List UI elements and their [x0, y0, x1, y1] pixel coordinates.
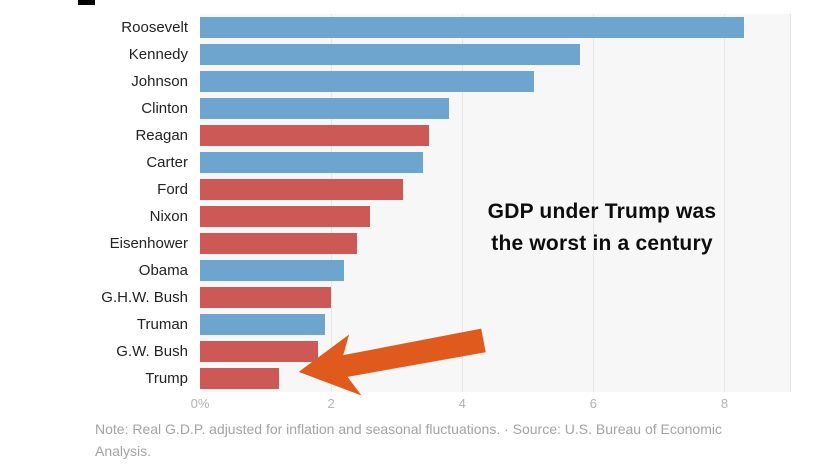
president-label: Trump: [145, 370, 188, 387]
gdp-bar: [200, 71, 535, 92]
gdp-bar: [200, 152, 423, 173]
chart-row: Johnson: [0, 68, 814, 95]
chart-row: Eisenhower: [0, 230, 814, 257]
chart-row: Ford: [0, 176, 814, 203]
gdp-bar: [200, 341, 318, 362]
annotation-line-2: the worst in a century: [491, 231, 713, 255]
president-label: G.H.W. Bush: [101, 289, 188, 306]
president-label: Clinton: [141, 100, 188, 117]
president-label: Reagan: [135, 127, 188, 144]
source-note: Note: Real G.D.P. adjusted for inflation…: [95, 421, 722, 459]
gdp-bar: [200, 314, 325, 335]
bar-track: [200, 338, 790, 365]
chart-row: G.W. Bush: [0, 338, 814, 365]
bar-track: [200, 203, 790, 230]
chart-row: Roosevelt: [0, 14, 814, 41]
x-tick-label: 2: [327, 396, 335, 411]
gdp-bar: [200, 233, 358, 254]
president-label: Ford: [157, 181, 188, 198]
gdp-bar: [200, 260, 345, 281]
chart-row: Obama: [0, 257, 814, 284]
gdp-bar: [200, 44, 581, 65]
bar-track: [200, 149, 790, 176]
chart-row: G.H.W. Bush: [0, 284, 814, 311]
chart-row: Truman: [0, 311, 814, 338]
president-label: G.W. Bush: [116, 343, 188, 360]
chart-row: Carter: [0, 149, 814, 176]
chart-rows: Roosevelt Kennedy Johnson Clinton Reagan Cart…: [0, 14, 814, 392]
gridline: [724, 14, 726, 392]
x-tick-label: 4: [458, 396, 466, 411]
bar-track: [200, 311, 790, 338]
president-label: Johnson: [131, 73, 188, 90]
chart-row: Kennedy: [0, 41, 814, 68]
gdp-bar: [200, 98, 450, 119]
bar-track: [200, 284, 790, 311]
bar-track: [200, 14, 790, 41]
bar-track: [200, 257, 790, 284]
x-tick-label: 8: [720, 396, 729, 411]
gdp-bar-chart: Roosevelt Kennedy Johnson Clinton Reagan Cart…: [0, 14, 814, 392]
bar-track: [200, 122, 790, 149]
gdp-bar: [200, 179, 404, 200]
chart-annotation: GDP under Trump was the worst in a centu…: [452, 196, 752, 259]
gridline: [462, 14, 464, 392]
bar-track: [200, 95, 790, 122]
orange-arrow-icon: [295, 314, 491, 405]
top-edge-mark: [78, 0, 95, 5]
chart-row: Nixon: [0, 203, 814, 230]
president-label: Truman: [136, 316, 188, 333]
arrow-shape: [298, 328, 486, 396]
president-label: Kennedy: [128, 46, 188, 63]
president-label: Eisenhower: [109, 235, 188, 252]
gridline: [331, 14, 333, 392]
bar-track: [200, 365, 790, 392]
gdp-bar: [200, 206, 371, 227]
chart-row: Trump: [0, 365, 814, 392]
president-label: Carter: [146, 154, 188, 171]
president-label: Roosevelt: [121, 19, 188, 36]
bar-track: [200, 68, 790, 95]
bar-track: [200, 230, 790, 257]
president-label: Obama: [138, 262, 188, 279]
bar-track: [200, 176, 790, 203]
x-axis: 0% 2 4 6 8: [191, 396, 790, 414]
president-label: Nixon: [149, 208, 188, 225]
annotation-line-1: GDP under Trump was: [487, 200, 717, 223]
bar-track: [200, 41, 790, 68]
x-tick-label: 6: [589, 396, 597, 411]
x-tick-label: 0%: [190, 396, 210, 411]
chart-row: Reagan: [0, 122, 814, 149]
gdp-bar: [200, 17, 745, 38]
gdp-bar: [200, 125, 430, 146]
chart-row: Clinton: [0, 95, 814, 122]
gridline: [593, 14, 595, 392]
gdp-bar: [200, 368, 279, 389]
gdp-bar: [200, 287, 332, 308]
